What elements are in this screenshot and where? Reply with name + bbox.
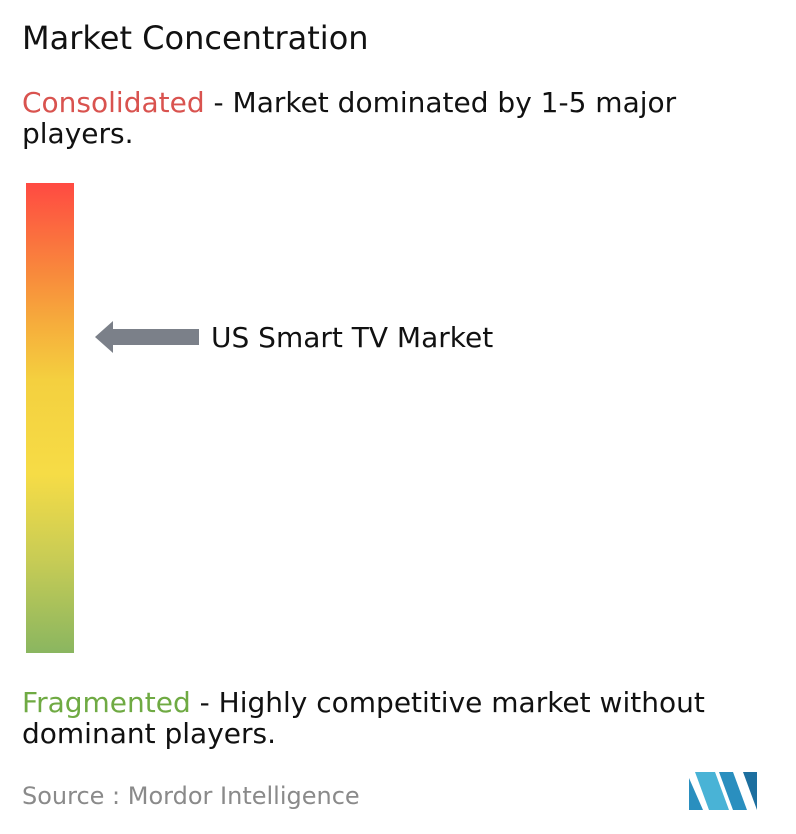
fragmented-text: - Highly competitive market without domi…: [22, 686, 705, 750]
fragmented-label: Fragmented: [22, 686, 191, 719]
fragmented-description: Fragmented - Highly competitive market w…: [22, 687, 782, 749]
market-label: US Smart TV Market: [211, 321, 494, 355]
arrow-left-icon: [95, 321, 199, 353]
consolidated-label: Consolidated: [22, 86, 205, 119]
consolidated-description: Consolidated - Market dominated by 1-5 m…: [22, 87, 782, 149]
consolidated-text: - Market dominated by 1-5 major players.: [22, 86, 677, 150]
chart-title: Market Concentration: [22, 19, 369, 57]
market-position-arrow: [95, 321, 199, 353]
source-note: Source : Mordor Intelligence: [22, 782, 360, 810]
concentration-gradient-bar: [26, 183, 74, 653]
mordor-intelligence-logo-icon: [689, 772, 757, 810]
